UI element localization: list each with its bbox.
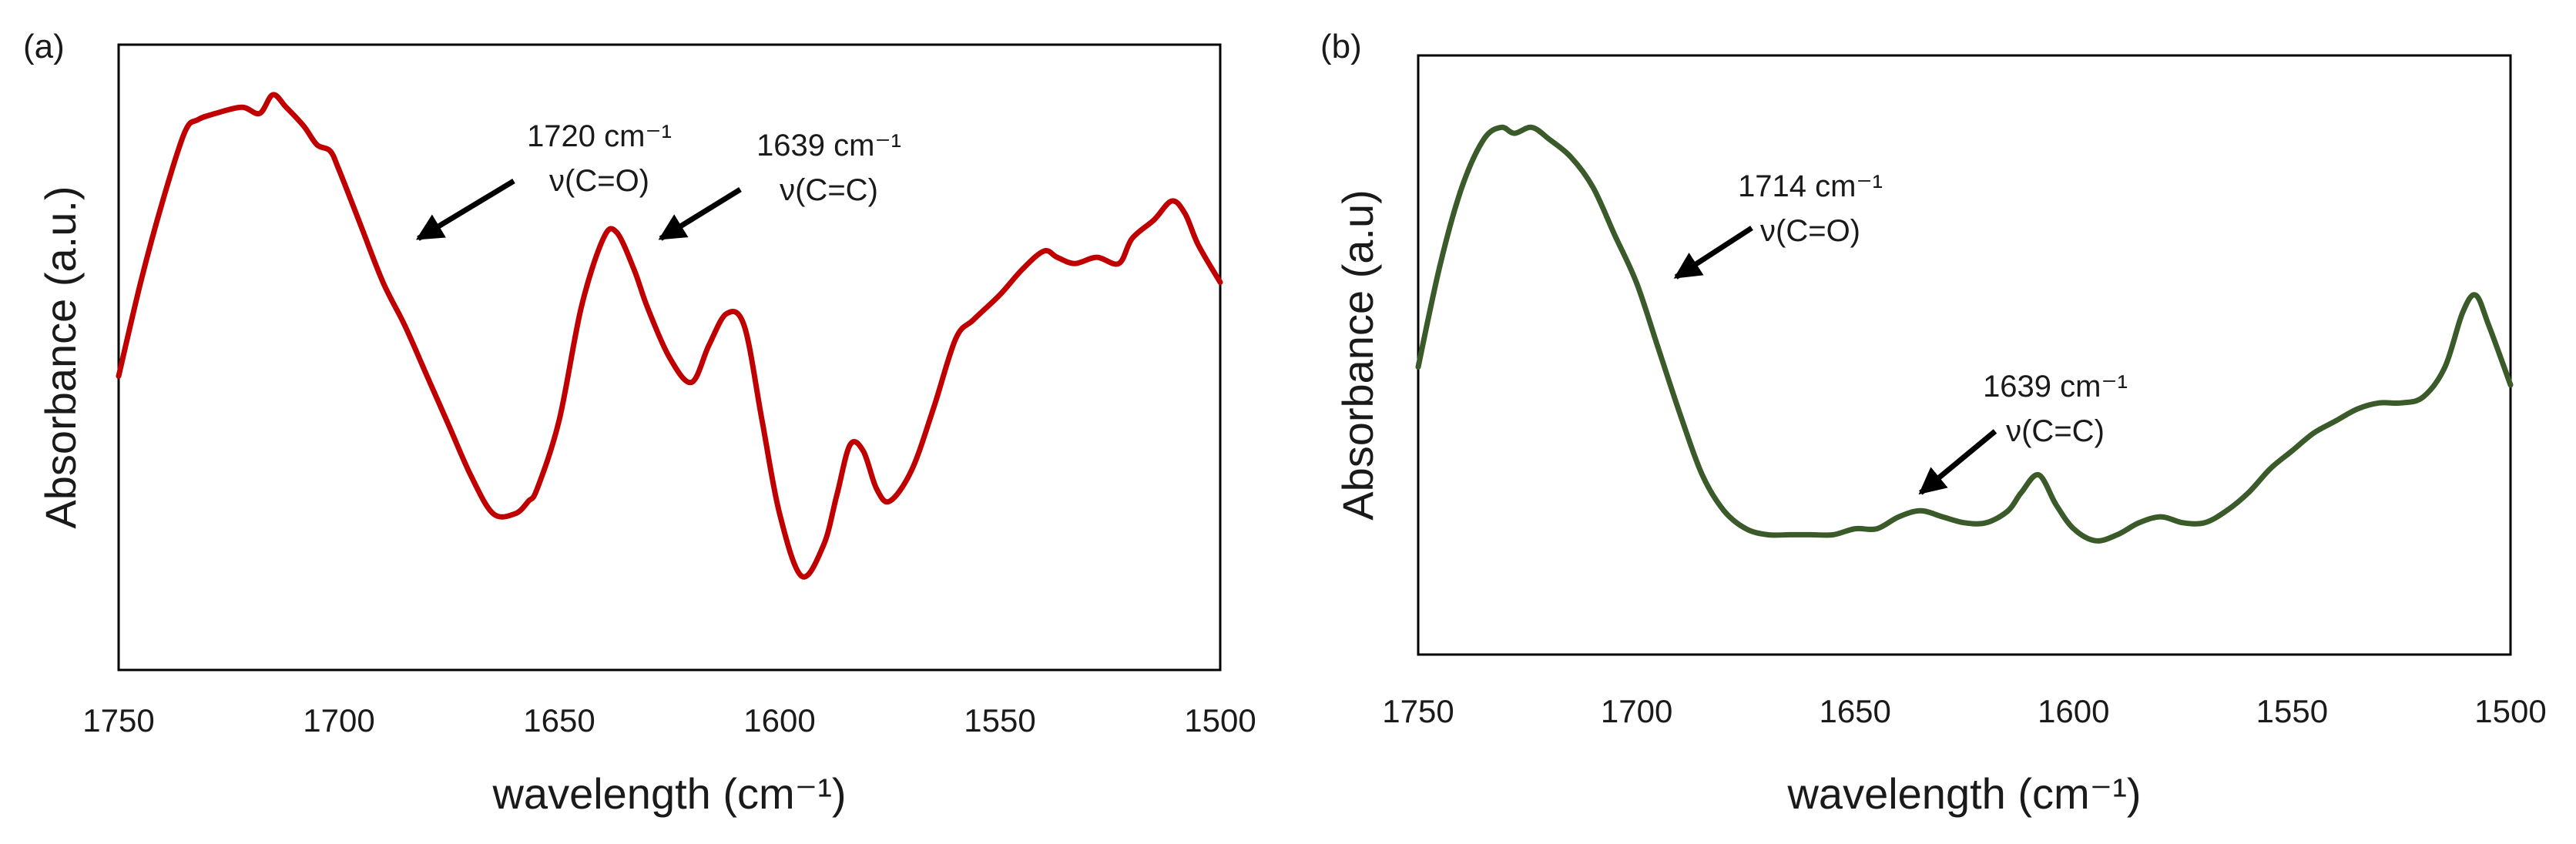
series-line xyxy=(116,92,1223,580)
x-tick-label: 1550 xyxy=(2256,693,2328,729)
annotation-assignment: ν(C=C) xyxy=(780,173,878,207)
annotation-wavenumber: 1639 cm⁻¹ xyxy=(1983,370,2128,404)
annotation-arrow xyxy=(415,179,515,241)
x-axis-ticks: 1750 1700 1650 1600 1550 1500 xyxy=(1382,693,2546,729)
x-tick-label: 1500 xyxy=(1184,702,1256,738)
x-axis-title: wavelength (cm⁻¹) xyxy=(491,769,846,818)
annotation-assignment: ν(C=C) xyxy=(2006,414,2105,448)
x-tick-label: 1550 xyxy=(964,702,1035,738)
plot-frame xyxy=(1417,54,2512,656)
annotations: 1714 cm⁻¹ ν(C=O) 1639 cm⁻¹ ν(C=C) xyxy=(1673,169,2128,495)
x-tick-label: 1750 xyxy=(1382,693,1454,729)
annotation-arrow xyxy=(1673,226,1753,280)
x-tick-label: 1500 xyxy=(2474,693,2546,729)
panel-label: (a) xyxy=(23,28,65,65)
panel-b: (b) 1750 1700 1650 1600 1550 1500 1714 cm⁻¹ ν(… xyxy=(1320,28,2547,818)
annotation-assignment: ν(C=O) xyxy=(549,164,649,198)
annotation-arrow xyxy=(658,187,742,241)
y-axis-title: Absorbance (a.u.) xyxy=(36,186,85,528)
x-axis-title: wavelength (cm⁻¹) xyxy=(1786,769,2141,818)
x-tick-label: 1600 xyxy=(743,702,815,738)
x-tick-label: 1600 xyxy=(2038,693,2109,729)
x-tick-label: 1650 xyxy=(1819,693,1890,729)
panel-a: (a) 1750 1700 1650 1600 1550 1500 1720 cm⁻¹ ν(… xyxy=(23,28,1256,818)
y-axis-title: Absorbance (a.u) xyxy=(1333,189,1382,521)
x-tick-label: 1650 xyxy=(523,702,595,738)
x-tick-label: 1750 xyxy=(82,702,154,738)
annotations: 1720 cm⁻¹ ν(C=O) 1639 cm⁻¹ ν(C=C) xyxy=(415,119,901,241)
annotation-wavenumber: 1720 cm⁻¹ xyxy=(527,119,672,153)
x-tick-label: 1700 xyxy=(1601,693,1672,729)
annotation-wavenumber: 1714 cm⁻¹ xyxy=(1738,169,1883,203)
annotation-arrow xyxy=(1918,429,1997,495)
x-axis-ticks: 1750 1700 1650 1600 1550 1500 xyxy=(82,702,1256,738)
panel-label: (b) xyxy=(1320,28,1362,65)
annotation-wavenumber: 1639 cm⁻¹ xyxy=(756,129,901,162)
x-tick-label: 1700 xyxy=(303,702,374,738)
series-line xyxy=(1415,124,2514,544)
annotation-assignment: ν(C=O) xyxy=(1760,214,1860,248)
plot-frame xyxy=(117,43,1222,672)
